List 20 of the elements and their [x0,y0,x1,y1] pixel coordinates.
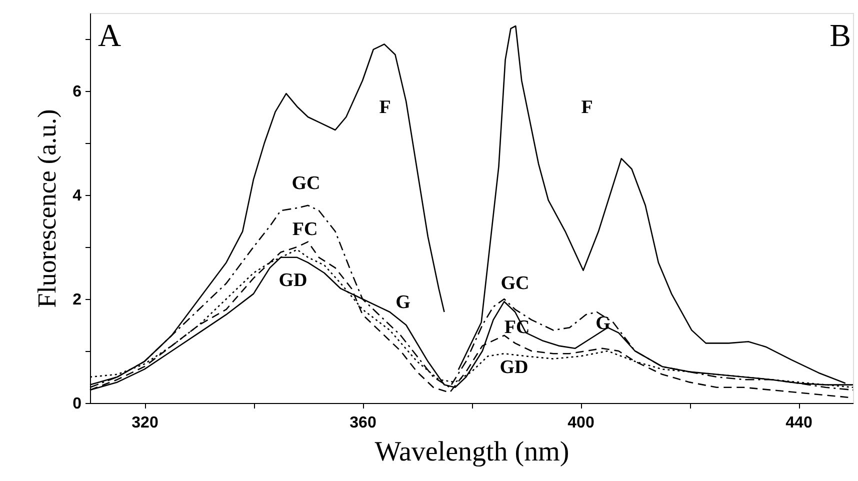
x-axis-title: Wavelength (nm) [374,436,570,468]
y-tick-label: 0 [72,396,82,412]
x-tick-label: 360 [350,414,376,432]
annotation: F [581,97,593,118]
y-tick-label: 4 [72,188,82,204]
y-tick-label: 6 [72,84,82,100]
annotation: GD [500,357,528,378]
annotation: GC [292,173,320,194]
y-axis-title: Fluorescence (a.u.) [32,109,62,308]
annotation: F [379,97,391,118]
y-tick-label: 2 [72,292,82,308]
x-tick-label: 400 [568,414,594,432]
annotation: B [830,17,851,53]
annotation: GC [500,273,530,294]
annotation: FC [292,219,318,240]
x-tick-label: 320 [132,414,158,432]
annotation: GD [278,270,308,291]
x-tick-label: 440 [786,414,812,432]
annotation: G [396,292,411,313]
annotation: A [98,17,122,53]
